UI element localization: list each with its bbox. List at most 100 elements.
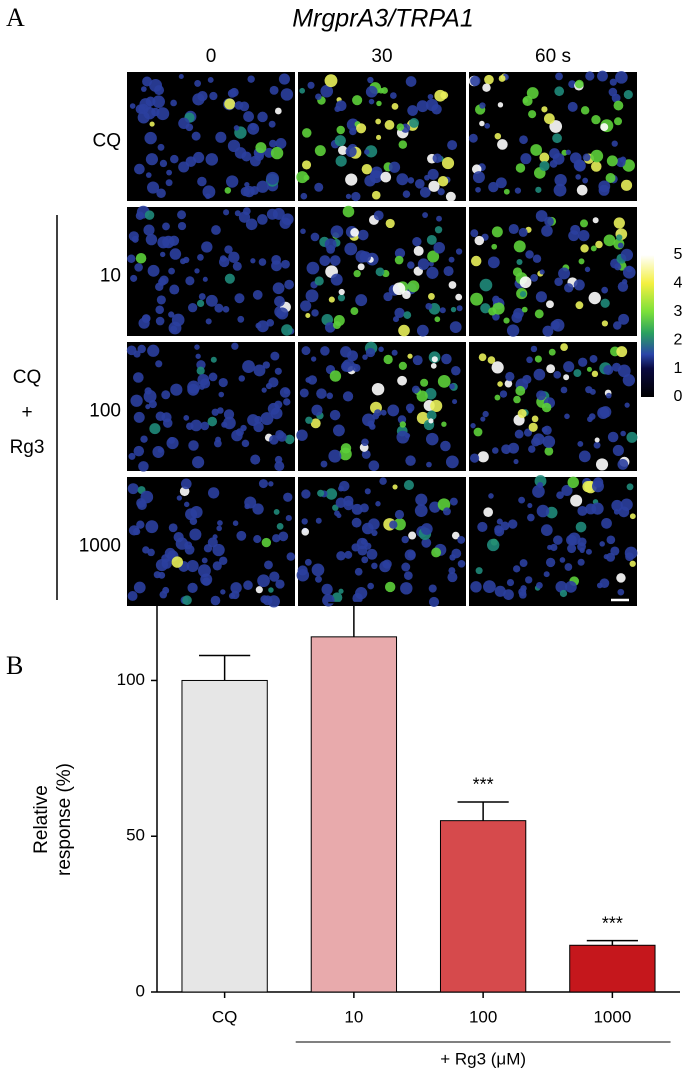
- cell: [407, 353, 413, 359]
- cell: [270, 407, 283, 420]
- cell: [492, 447, 499, 454]
- cell: [371, 382, 385, 396]
- cell: [269, 434, 279, 445]
- cell: [316, 388, 327, 399]
- cell: [391, 349, 398, 356]
- cell: [390, 92, 397, 99]
- cell: [157, 447, 164, 453]
- cell: [217, 407, 224, 414]
- cell: [477, 451, 489, 463]
- cell: [617, 281, 629, 292]
- cell: [384, 120, 395, 130]
- cell: [488, 493, 494, 499]
- cell: [236, 530, 247, 541]
- cell: [553, 371, 562, 379]
- cell: [555, 72, 563, 81]
- cell: [210, 595, 221, 606]
- cell: [156, 107, 170, 121]
- cell: [346, 118, 360, 131]
- cell: [247, 75, 255, 83]
- cell: [470, 581, 482, 593]
- cell: [534, 355, 542, 363]
- cell: [364, 542, 372, 550]
- cell: [487, 356, 496, 364]
- cell: [279, 217, 291, 229]
- cell: [603, 234, 616, 247]
- cell: [311, 563, 325, 577]
- cell: [307, 81, 315, 89]
- cell: [307, 375, 318, 385]
- cell: [232, 261, 242, 271]
- cell: [517, 409, 527, 419]
- cell: [617, 459, 629, 470]
- cell: [286, 552, 296, 561]
- cell: [535, 291, 547, 303]
- cell: [407, 177, 415, 184]
- cell: [216, 525, 222, 532]
- cell: [432, 153, 443, 164]
- cell: [281, 324, 293, 336]
- cell: [548, 348, 556, 356]
- cell: [283, 492, 293, 502]
- panel-label: B: [6, 651, 23, 680]
- cell: [620, 248, 634, 262]
- cell: [241, 439, 250, 448]
- cell: [582, 153, 591, 162]
- cell: [366, 548, 378, 560]
- cell: [212, 543, 225, 557]
- cell: [514, 187, 522, 194]
- cell: [223, 416, 236, 430]
- cell: [302, 128, 312, 138]
- cell: [196, 360, 206, 370]
- significance: ***: [473, 775, 494, 795]
- cell: [398, 324, 410, 337]
- cell: [543, 571, 550, 578]
- cell: [577, 558, 585, 566]
- cell: [224, 98, 236, 110]
- cell: [425, 302, 433, 310]
- cell: [448, 281, 457, 289]
- cell: [605, 173, 616, 183]
- cell: [164, 547, 176, 559]
- cell: [455, 248, 463, 255]
- cell: [603, 364, 614, 375]
- cell: [398, 361, 407, 370]
- cell: [497, 381, 503, 387]
- cell: [275, 579, 285, 589]
- cell: [498, 75, 506, 82]
- cell: [425, 432, 439, 446]
- cell: [546, 300, 554, 309]
- cell: [519, 291, 527, 298]
- cell: [214, 303, 224, 313]
- cell: [556, 491, 564, 500]
- cell: [158, 571, 166, 579]
- cell: [238, 375, 246, 382]
- cell: [516, 258, 523, 265]
- cell: [303, 174, 310, 181]
- group-label: CQ: [13, 367, 42, 388]
- cell: [274, 455, 283, 464]
- cell: [367, 582, 374, 590]
- cell: [424, 174, 430, 181]
- cell: [243, 580, 253, 591]
- cell: [205, 318, 212, 325]
- cell: [519, 559, 528, 567]
- cell: [311, 404, 323, 416]
- cell: [434, 316, 441, 323]
- cell: [595, 240, 603, 249]
- cell: [392, 484, 398, 490]
- cell: [155, 282, 164, 292]
- cell: [138, 461, 149, 472]
- cell: [582, 177, 589, 184]
- cell: [170, 154, 179, 164]
- cell: [197, 373, 210, 386]
- cell: [144, 210, 155, 220]
- cell: [284, 434, 295, 445]
- cell: [403, 571, 413, 580]
- row-label: 1000: [79, 536, 121, 557]
- colorbar-tick-label: 2: [674, 331, 683, 348]
- cell: [494, 394, 501, 401]
- cell: [315, 93, 322, 100]
- cell: [371, 190, 381, 200]
- cell: [269, 139, 277, 148]
